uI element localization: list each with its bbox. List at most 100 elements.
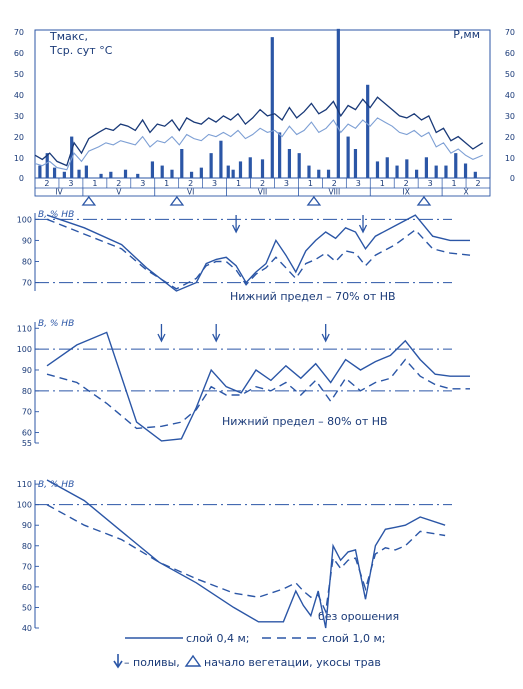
precip-bar-44 xyxy=(463,163,468,178)
legend-dashed-label: слой 1,0 м; xyxy=(322,632,385,645)
decade-label-1: 3 xyxy=(68,179,73,188)
moisture-ylabel-80: В, % НВ xyxy=(38,319,74,329)
precip-bar-6 xyxy=(84,165,88,178)
y-tick-label-0: 110 xyxy=(17,324,32,333)
moisture-panel-70: В, % НВ Нижний предел – 70% от НВ 100 90 8… xyxy=(17,210,471,303)
legend-arrow-label: – поливы, xyxy=(124,656,180,669)
tmax-label-1: Тмакс, xyxy=(49,30,88,43)
right-tick-0: 0 xyxy=(510,174,515,183)
right-tick-60: 60 xyxy=(505,49,515,58)
right-tick-10: 10 xyxy=(505,154,515,163)
decade-label-7: 3 xyxy=(212,179,217,188)
layer-10-line xyxy=(46,358,470,430)
precip-bar-5 xyxy=(77,169,81,178)
layer-10-line xyxy=(46,218,471,290)
precip-bar-17 xyxy=(209,153,213,178)
left-tick-30: 30 xyxy=(14,112,24,121)
decade-label-6: 2 xyxy=(188,179,193,188)
y-tick-label-5: 60 xyxy=(22,583,32,592)
decade-label-5: 1 xyxy=(164,179,169,188)
decade-label-14: 1 xyxy=(380,179,385,188)
precip-bar-31 xyxy=(336,28,340,178)
precip-bar-1 xyxy=(45,153,49,178)
vegetation-markers xyxy=(81,195,432,206)
left-tick-40: 40 xyxy=(14,91,24,100)
y-tick-label-3: 70 xyxy=(22,279,32,288)
legend-solid-label: слой 0,4 м; xyxy=(186,632,249,645)
layer-04-line xyxy=(46,331,470,442)
decade-label-16: 3 xyxy=(428,179,433,188)
precip-bar-2 xyxy=(52,167,57,178)
precip-bar-28 xyxy=(307,165,311,178)
precip-bar-34 xyxy=(366,84,370,178)
precip-bar-33 xyxy=(353,149,358,178)
right-tick-70: 70 xyxy=(505,28,515,37)
vegetation-marker-2 xyxy=(306,195,322,206)
precip-bar-12 xyxy=(160,165,164,178)
decade-label-4: 3 xyxy=(140,179,145,188)
decade-label-10: 3 xyxy=(284,179,289,188)
left-tick-70: 70 xyxy=(14,28,24,37)
month-label-1: V xyxy=(116,188,122,197)
legend-triangle-label: начало вегетации, укосы трав xyxy=(204,656,381,669)
precip-bar-29 xyxy=(317,169,321,178)
y-tick-label-6: 55 xyxy=(22,439,32,448)
precip-bar-36 xyxy=(385,157,389,178)
vegetation-marker-1 xyxy=(169,195,185,206)
month-label-6: X xyxy=(463,188,468,197)
left-tick-20: 20 xyxy=(14,133,24,142)
right-tick-40: 40 xyxy=(505,91,515,100)
decade-label-15: 2 xyxy=(404,179,409,188)
moisture-annotation-80: Нижний предел – 80% от НВ xyxy=(222,415,388,428)
y-tick-label-0: 110 xyxy=(17,480,32,489)
precip-bar-15 xyxy=(189,171,194,178)
precip-bar-21 xyxy=(238,161,243,178)
decade-label-8: 1 xyxy=(236,179,241,188)
left-tick-0: 0 xyxy=(19,174,24,183)
decade-label-9: 2 xyxy=(260,179,265,188)
month-label-4: VIII xyxy=(328,188,340,197)
precip-bar-26 xyxy=(287,149,292,178)
moisture-plot-rainfed: 110 100 90 80 70 60 50 40 xyxy=(17,479,452,633)
moisture-ylabel-70: В, % НВ xyxy=(38,210,74,220)
right-tick-20: 20 xyxy=(505,133,515,142)
weather-panel: Тмакс, Тср. сут °С Р,мм 70 60 50 40 30 2… xyxy=(14,28,515,206)
precip-bar-14 xyxy=(180,149,184,178)
precip-bar-38 xyxy=(405,159,409,178)
legend-arrow-icon xyxy=(113,654,123,669)
layer-10-line xyxy=(46,504,446,615)
legend: слой 0,4 м; слой 1,0 м; – поливы, начало… xyxy=(113,632,385,669)
y-tick-label-1: 100 xyxy=(17,345,32,354)
left-tick-60: 60 xyxy=(14,49,24,58)
y-tick-label-3: 80 xyxy=(22,387,32,396)
irrigation-arrow-0 xyxy=(232,224,241,234)
precip-bar-19 xyxy=(226,165,230,178)
tavg-line xyxy=(34,117,483,171)
moisture-plot-70: 100 90 80 70 xyxy=(17,213,471,292)
left-tick-10: 10 xyxy=(14,154,24,163)
vegetation-marker-0 xyxy=(81,195,97,206)
precip-bar-42 xyxy=(444,165,448,178)
temperature-lines xyxy=(34,96,484,171)
legend-triangle-icon xyxy=(184,654,202,667)
y-tick-label-3: 80 xyxy=(22,542,32,551)
precipitation-bars xyxy=(38,28,477,179)
left-tick-50: 50 xyxy=(14,70,24,79)
precip-bar-16 xyxy=(199,167,203,178)
y-tick-label-7: 40 xyxy=(22,624,32,633)
precip-bar-18 xyxy=(219,140,223,178)
precip-bar-11 xyxy=(150,161,155,178)
month-label-2: VI xyxy=(187,188,194,197)
decade-label-18: 2 xyxy=(475,179,480,188)
decade-label-13: 3 xyxy=(356,179,361,188)
precip-bar-30 xyxy=(326,169,331,178)
y-tick-label-4: 70 xyxy=(22,408,32,417)
tmax-line xyxy=(34,96,484,167)
decade-label-0: 2 xyxy=(44,179,49,188)
precip-label: Р,мм xyxy=(453,28,480,41)
y-tick-label-4: 70 xyxy=(22,562,32,571)
precip-bar-0 xyxy=(38,165,42,178)
